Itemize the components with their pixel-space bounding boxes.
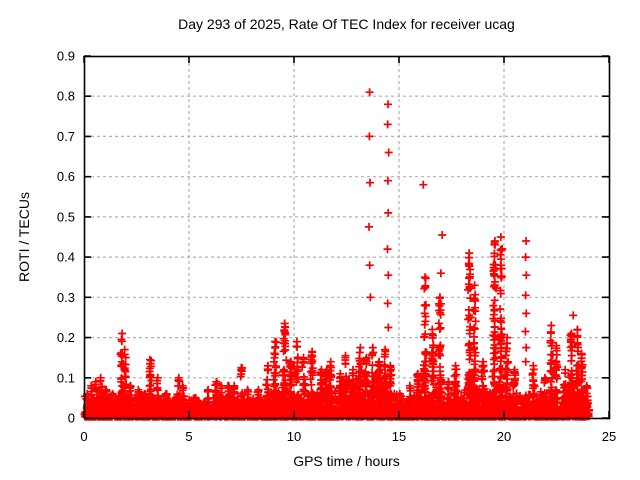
x-tick-label: 10 — [287, 429, 301, 444]
y-tick-label: 0.4 — [57, 250, 75, 265]
grid-lines — [85, 57, 608, 417]
x-tick-label: 0 — [80, 429, 87, 444]
x-tick-label: 25 — [602, 429, 616, 444]
x-axis-label: GPS time / hours — [293, 453, 400, 469]
y-tick-label: 0.8 — [57, 89, 75, 104]
y-tick-label: 0.9 — [57, 49, 75, 64]
y-tick-label: 0.2 — [57, 330, 75, 345]
y-tick-label: 0 — [68, 411, 75, 426]
x-tick-label: 5 — [185, 429, 192, 444]
y-tick-label: 0.7 — [57, 129, 75, 144]
y-tick-label: 0.1 — [57, 370, 75, 385]
y-tick-label: 0.3 — [57, 290, 75, 305]
scatter-points — [80, 88, 594, 421]
tick-marks — [83, 55, 610, 419]
y-tick-label: 0.5 — [57, 209, 75, 224]
x-tick-label: 20 — [497, 429, 511, 444]
chart-title: Day 293 of 2025, Rate Of TEC Index for r… — [178, 16, 515, 32]
plot-border — [83, 55, 611, 420]
x-tick-label: 15 — [392, 429, 406, 444]
y-tick-label: 0.6 — [57, 169, 75, 184]
